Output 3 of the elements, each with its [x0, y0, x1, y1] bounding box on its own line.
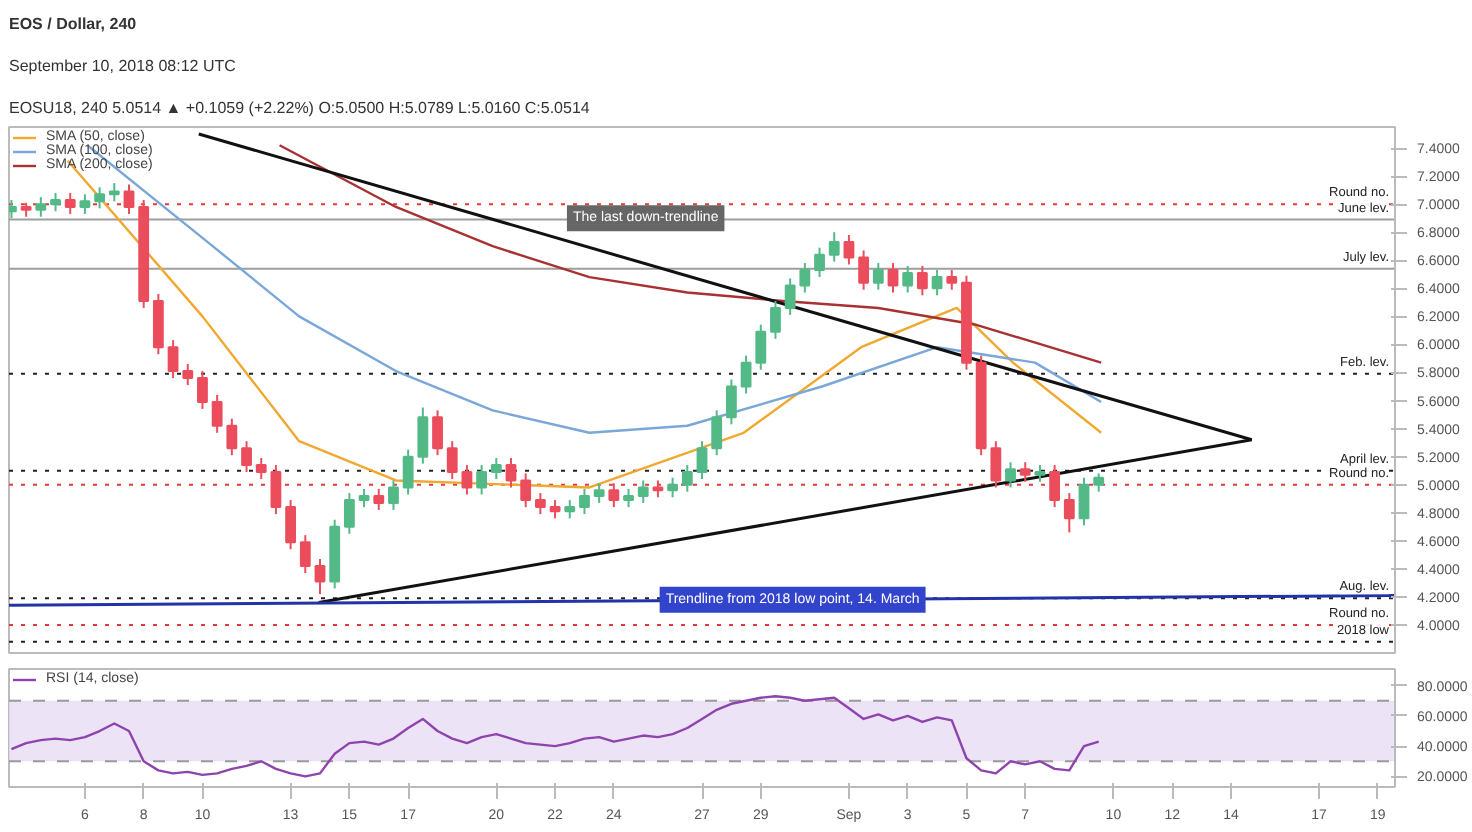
text: EOSU18, 240 5.0514 ▲ +0.1059 (+2.22%) O:5.0500 H:5.0789 L:5.0160 C:5.0514 [9, 99, 591, 117]
chart-subtitle: September 10, 2018 08:12 UTC [9, 57, 237, 75]
chart-title: EOS / Dollar, 240 [9, 15, 138, 33]
